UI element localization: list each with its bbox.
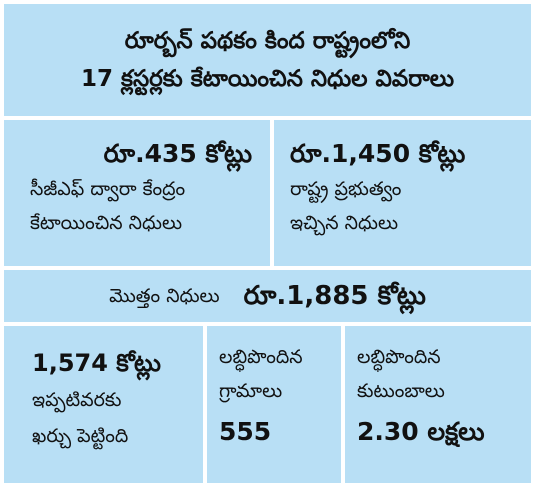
families-value: 2.30 లక్షలు [357, 417, 485, 446]
state-funds-desc-2: ఇచ్చిన నిధులు [290, 212, 399, 234]
total-funds-amount: రూ.1,885 కోట్లు [243, 281, 426, 311]
villages-value: 555 [219, 417, 272, 446]
spent-desc-2: ఖర్చు పెట్టింది [32, 425, 129, 447]
spent-amount: 1,574 కోట్లు [32, 349, 161, 377]
state-funds-desc-1: రాష్ట్ర ప్రభుత్వం [290, 178, 402, 200]
villages-cell: లబ్ధిపొందిన గ్రామాలు 555 [207, 326, 341, 483]
spent-cell: 1,574 కోట్లు ఇప్పటివరకు ఖర్చు పెట్టింది [4, 326, 203, 483]
villages-label-1: లబ్ధిపొందిన [219, 346, 303, 368]
central-funds-cell: రూ.435 కోట్లు సీజీఎఫ్ ద్వారా కేంద్రం కేట… [4, 120, 270, 266]
rurban-funds-infobox: రూర్బన్ పథకం కింద రాష్ట్రంలోని 17 క్లస్ట… [4, 4, 531, 483]
families-label-2: కుటుంబాలు [357, 380, 445, 402]
state-funds-amount: రూ.1,450 కోట్లు [290, 139, 466, 168]
total-funds-row: మొత్తం నిధులు రూ.1,885 కోట్లు [4, 270, 531, 322]
families-cell: లబ్ధిపొందిన కుటుంబాలు 2.30 లక్షలు [345, 326, 531, 483]
infobox-title: రూర్బన్ పథకం కింద రాష్ట్రంలోని 17 క్లస్ట… [4, 4, 531, 116]
title-line-2: 17 క్లస్టర్లకు కేటాయించిన నిధుల వివరాలు [80, 66, 455, 92]
spent-desc-1: ఇప్పటివరకు [32, 389, 122, 411]
central-funds-desc-1: సీజీఎఫ్ ద్వారా కేంద్రం [30, 178, 186, 200]
title-line-1: రూర్బన్ పథకం కింద రాష్ట్రంలోని [124, 28, 411, 54]
central-funds-amount: రూ.435 కోట్లు [103, 139, 252, 168]
state-funds-cell: రూ.1,450 కోట్లు రాష్ట్ర ప్రభుత్వం ఇచ్చిన… [274, 120, 531, 266]
total-funds-label: మొత్తం నిధులు [109, 285, 220, 307]
central-funds-desc-2: కేటాయించిన నిధులు [30, 212, 183, 234]
families-label-1: లబ్ధిపొందిన [357, 346, 441, 368]
villages-label-2: గ్రామాలు [219, 380, 283, 402]
